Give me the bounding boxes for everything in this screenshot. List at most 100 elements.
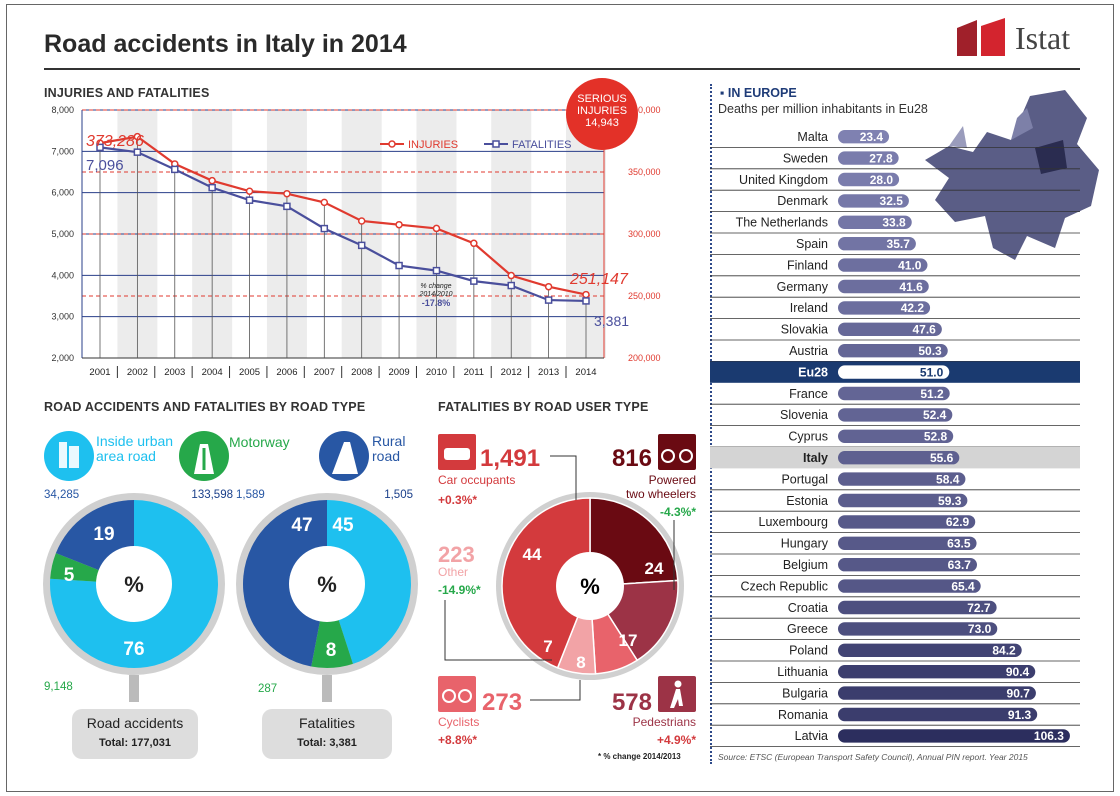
bar-category-label: Hungary: [781, 537, 829, 551]
fatalities-point: [96, 143, 104, 152]
first-fatalities-label: 7,096: [86, 157, 124, 174]
bar-value-label: 41.0: [898, 258, 922, 272]
bar-category-label: United Kingdom: [739, 173, 828, 187]
bar: [838, 622, 998, 636]
bar-value-label: 55.6: [930, 451, 954, 465]
bar: [838, 515, 976, 529]
bar: [838, 215, 912, 229]
y-tick-right: 300,000: [628, 229, 661, 239]
serious-line1: SERIOUS: [577, 93, 627, 105]
bar: [838, 279, 929, 294]
x-tick: 2009: [389, 367, 410, 378]
europe-section-title: ▪ IN EUROPE: [720, 86, 797, 100]
y-tick-left: 8,000: [51, 105, 74, 115]
bar: [838, 665, 1036, 679]
legend-rural-label: Rural road: [372, 433, 406, 464]
x-tick: 2012: [501, 367, 522, 378]
serious-injuries-badge: SERIOUS INJURIES 14,943: [566, 78, 638, 150]
injuries-point: [357, 217, 366, 225]
bar-category-label: Austria: [789, 344, 828, 358]
y-tick-left: 6,000: [51, 188, 74, 198]
y-tick-right: 200,000: [628, 353, 661, 363]
injuries-point: [208, 176, 216, 185]
series-line-fatalities: [99, 146, 587, 303]
x-tick: 2004: [202, 367, 223, 378]
bar-value-label: 51.2: [920, 387, 944, 401]
injuries-point: [544, 282, 553, 291]
other-change: -14.9%*: [438, 583, 481, 597]
road-type-legend: [44, 431, 369, 481]
pie-pct-label: 76: [123, 639, 144, 660]
user-pie-pct: 24: [645, 559, 664, 578]
accidents-pill-total: Total: 177,031: [99, 737, 171, 749]
accidents-pill-label: Road accidents: [86, 715, 184, 731]
bar: [838, 408, 953, 422]
x-tick: 2002: [127, 367, 148, 378]
motorcycle-wheel: [679, 449, 693, 463]
bar-category-label: Bulgaria: [782, 686, 828, 700]
last-fatalities-label: 3,381: [594, 313, 629, 329]
bar: [838, 558, 977, 572]
bar-value-label: 58.4: [936, 472, 960, 486]
injuries-fatalities-chart: 2,000 3,000 4,000 5,000 6,000 7,000 8,000 200,0…: [51, 105, 661, 378]
pie-pct-label: 5: [64, 565, 75, 586]
bar-category-label: Romania: [778, 708, 828, 722]
injuries-point: [245, 187, 254, 195]
serious-value: 14,943: [585, 117, 619, 129]
bar: [838, 386, 950, 401]
powered-change: -4.3%*: [660, 505, 696, 519]
bar: [838, 172, 900, 187]
cyclists-count: 273: [482, 689, 522, 716]
pie-count-label: 1,589: [236, 489, 265, 501]
bar-value-label: 41.6: [899, 280, 923, 294]
fatalities-point: [171, 165, 179, 174]
bar-category-label: Ireland: [790, 301, 828, 315]
injuries-point: [582, 290, 590, 299]
y-tick-left: 2,000: [51, 353, 74, 363]
bar-category-label: Spain: [796, 237, 828, 251]
bar-value-label: 27.8: [869, 151, 893, 165]
bar: [838, 258, 928, 272]
fatalities-pill: Fatalities Total: 3,381: [262, 709, 392, 759]
bar-category-label: The Netherlands: [736, 216, 828, 230]
bar-category-label: Czech Republic: [740, 579, 828, 593]
x-tick: 2014: [575, 367, 596, 378]
bar-value-label: 91.3: [1008, 708, 1032, 722]
bar-value-label: 106.3: [1034, 729, 1064, 743]
bicycle-wheel: [458, 689, 472, 703]
bar: [838, 365, 950, 379]
bar: [838, 429, 954, 443]
fatalities-pill-label: Fatalities: [298, 715, 356, 731]
pedestrian-head: [674, 680, 682, 688]
change-label-1: % change: [420, 283, 451, 290]
bar-category-label: Belgium: [783, 558, 828, 572]
user-type-section-title: FATALITIES BY ROAD USER TYPE: [438, 400, 649, 414]
pie-slice-motorway: [311, 584, 353, 668]
istat-logo-text: Istat: [1015, 20, 1071, 56]
pie-slice-rural: [243, 500, 327, 667]
bar-category-label: Germany: [777, 280, 829, 294]
x-tick: 2007: [314, 367, 335, 378]
road-type-section-title: ROAD ACCIDENTS AND FATALITIES BY ROAD TY…: [44, 400, 366, 414]
fatalities-point: [395, 261, 403, 270]
bar-category-label: Slovenia: [780, 408, 828, 422]
injuries-point: [470, 239, 478, 248]
x-tick: 2003: [164, 367, 185, 378]
bar-category-label: Finland: [787, 258, 828, 272]
bar-value-label: 52.4: [923, 408, 947, 422]
pie-count-label: 287: [258, 683, 277, 695]
bar: [838, 237, 916, 251]
bar-value-label: 90.7: [1007, 686, 1031, 700]
y-tick-left: 7,000: [51, 146, 74, 156]
powered-count: 816: [612, 445, 652, 472]
fatalities-point: [582, 297, 590, 305]
injuries-point: [507, 271, 515, 280]
x-tick: 2001: [89, 367, 110, 378]
fatalities-point: [432, 266, 441, 275]
pie-pct-label: 45: [332, 515, 354, 536]
fatalities-point: [245, 196, 254, 204]
bar-value-label: 84.2: [992, 644, 1016, 658]
car-icon-body: [444, 448, 470, 460]
infographic-frame: [6, 4, 1114, 792]
injuries-point: [283, 189, 291, 198]
